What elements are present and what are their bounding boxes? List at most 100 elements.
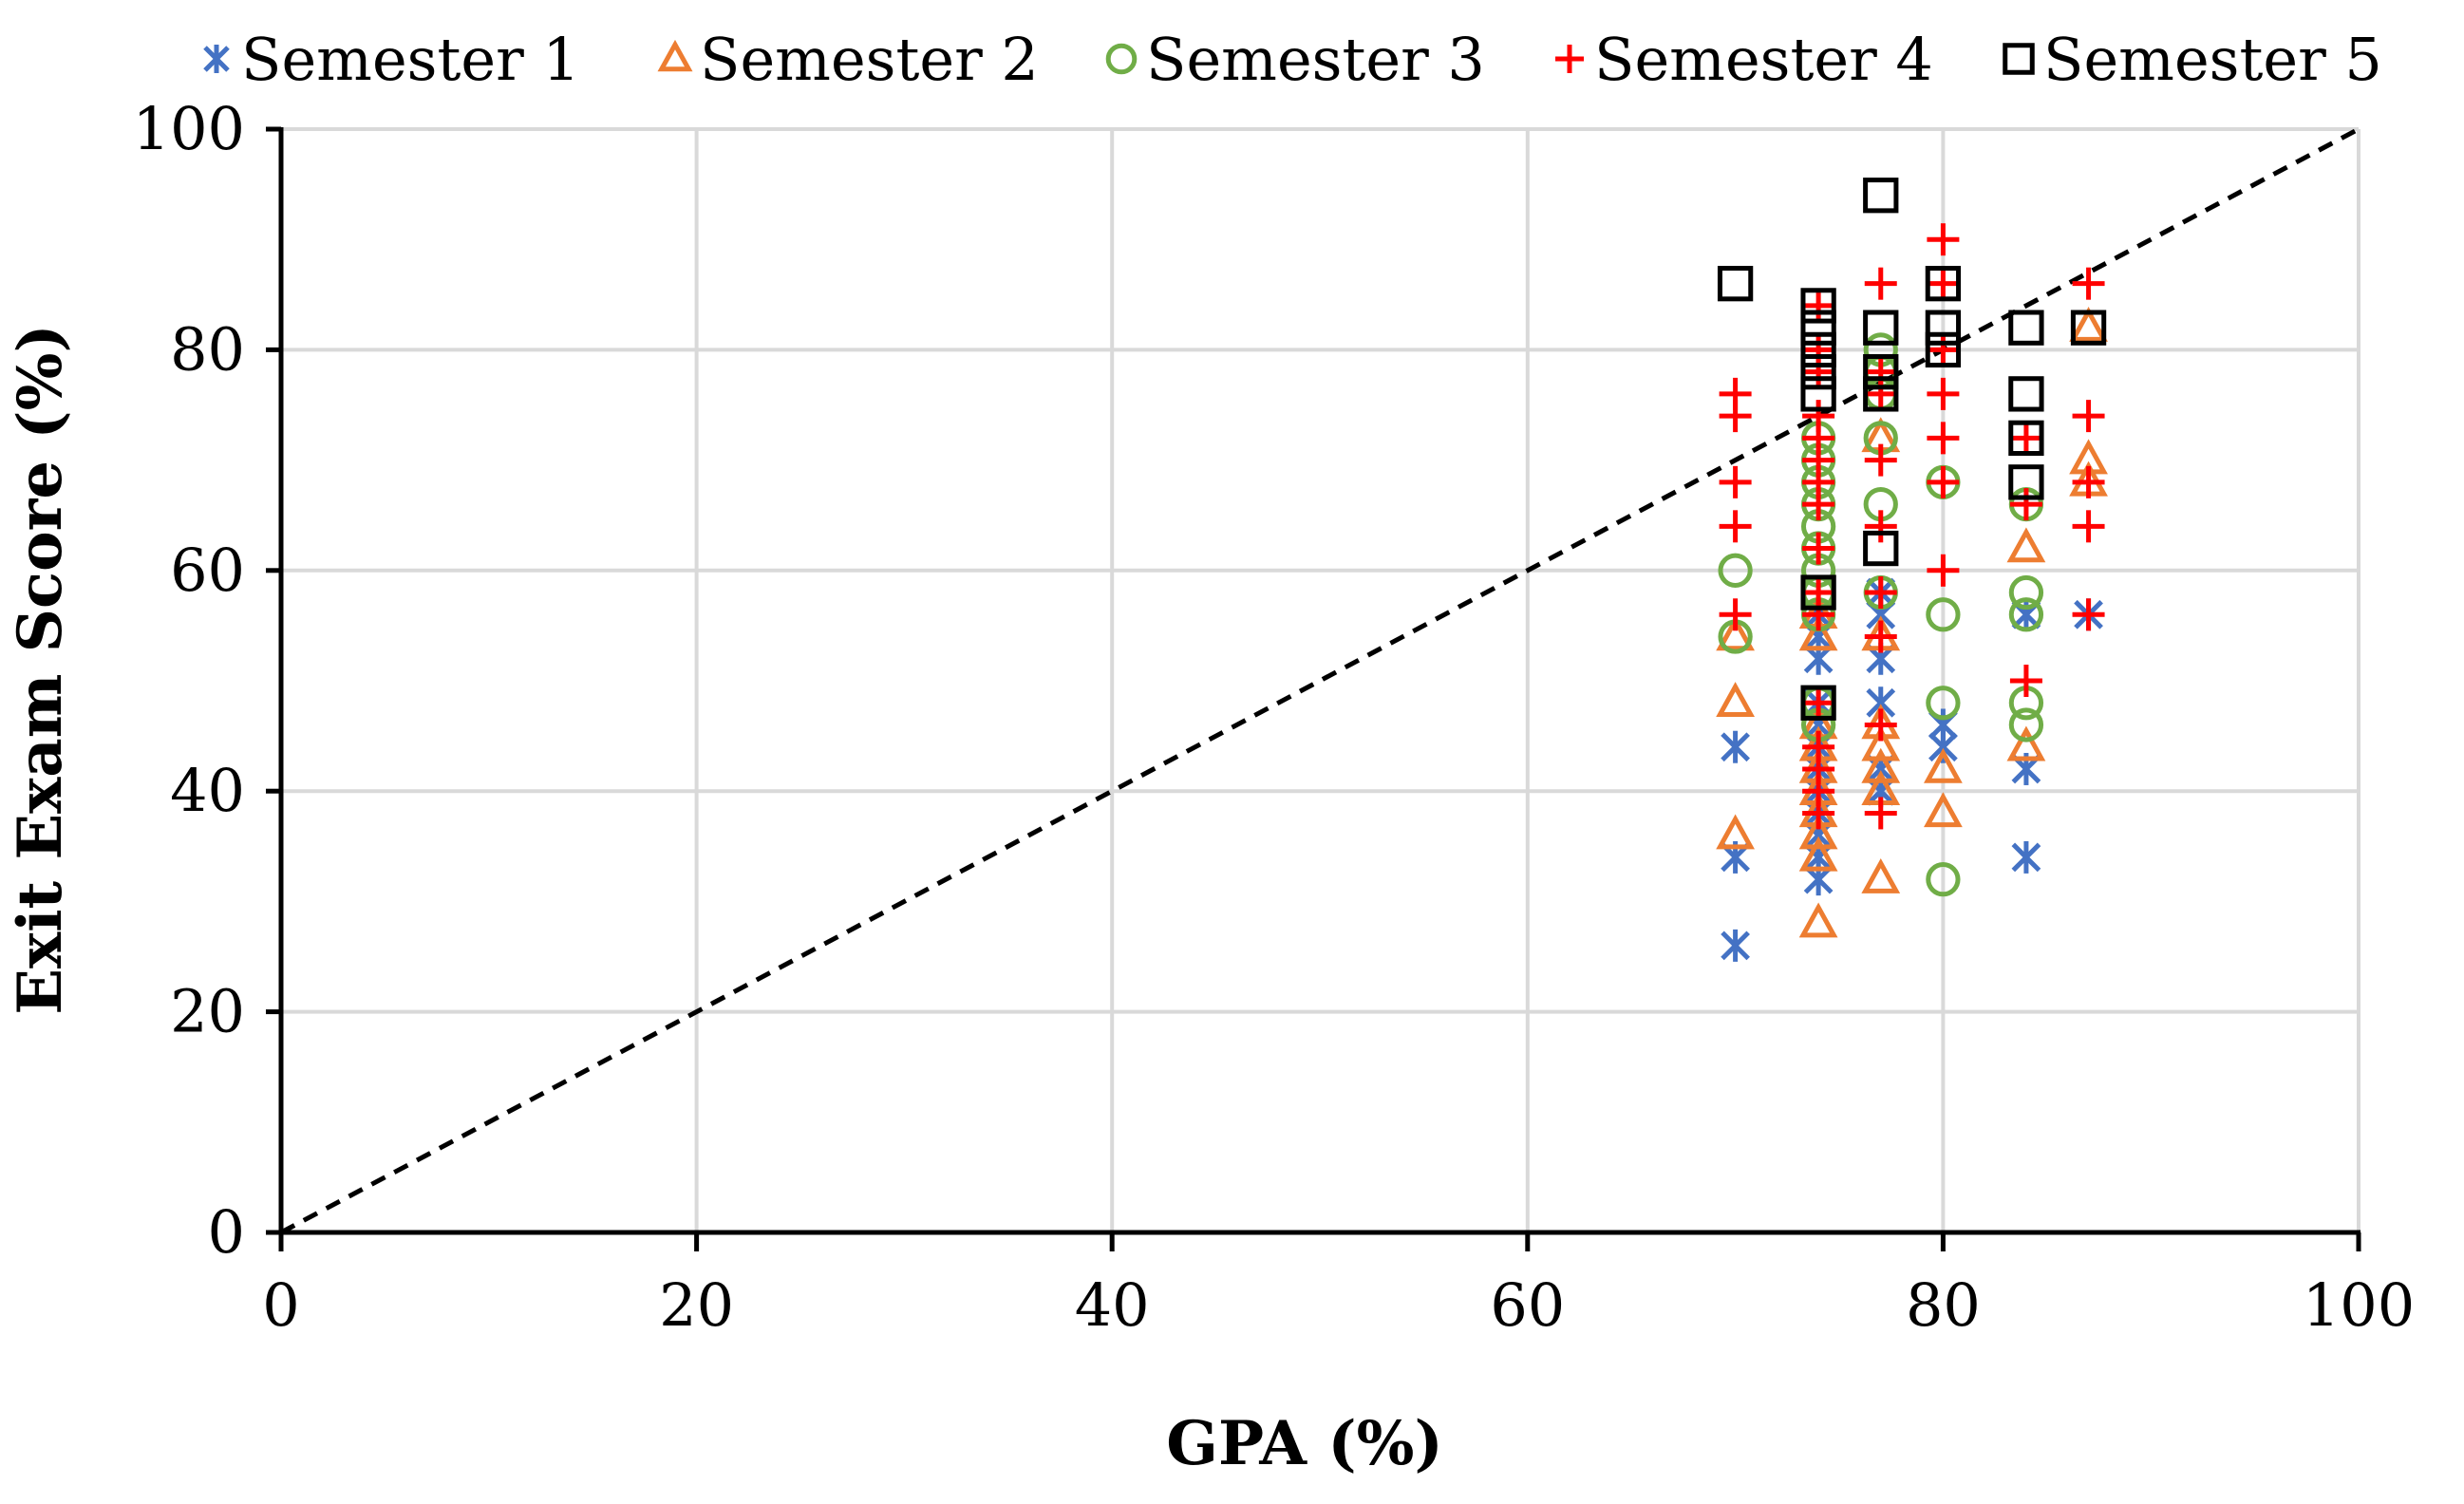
point-s4-30 (1927, 554, 1960, 587)
point-s3-26 (2008, 574, 2044, 611)
point-s4-44 (2072, 267, 2105, 300)
point-s4-26 (1864, 443, 1897, 477)
series-1 (1721, 576, 2103, 962)
point-s4-28 (1864, 355, 1897, 388)
legend-marker-1 (203, 45, 230, 73)
point-s4-36 (1927, 223, 1960, 256)
point-s3-21 (1926, 597, 1961, 632)
legend-marker-2 (657, 39, 693, 72)
grid-lines (281, 127, 2361, 1232)
point-s5-8 (1863, 530, 1899, 567)
point-s2-0 (1716, 814, 1755, 850)
point-s4-40 (2072, 598, 2105, 631)
point-s4-8 (1802, 730, 1835, 763)
x-tick-label-5: 100 (2303, 1270, 2415, 1340)
point-s4-34 (1927, 333, 1960, 367)
legend-label-3: Semester 3 (1146, 25, 1485, 94)
point-s2-5 (1798, 814, 1838, 850)
point-s4-21 (1864, 797, 1897, 830)
point-s4-2 (1719, 465, 1752, 498)
point-s2-2 (1716, 615, 1755, 651)
point-s2-1 (1716, 682, 1755, 717)
point-s2-22 (2006, 725, 2046, 761)
point-s5-16 (2008, 464, 2044, 500)
legend-label-2: Semester 2 (700, 25, 1039, 94)
point-s2-20 (1924, 792, 1963, 828)
y-tick-label-4: 80 (170, 314, 245, 384)
point-s5-19 (2008, 310, 2044, 346)
x-tick-label-2: 40 (1075, 1270, 1150, 1340)
point-s5-1 (1800, 685, 1836, 721)
point-s5-0 (1717, 266, 1754, 302)
series-5 (1717, 178, 2107, 721)
axes (266, 126, 2361, 1251)
point-s4-39 (2009, 422, 2042, 455)
y-tick-label-2: 40 (170, 756, 245, 825)
point-s3-23 (2008, 707, 2044, 743)
point-s3-19 (1926, 862, 1961, 897)
point-s5-18 (2008, 376, 2044, 412)
point-s4-35 (1927, 267, 1960, 300)
legend-item-5: Semester 5 (2003, 25, 2382, 94)
data-points (1716, 178, 2108, 962)
point-s5-12 (1863, 178, 1899, 214)
legend-item-2: Semester 2 (657, 25, 1039, 94)
point-s4-29 (1864, 267, 1897, 300)
point-s5-11 (1863, 310, 1899, 346)
point-s3-1 (1718, 553, 1753, 588)
point-s4-19 (1802, 333, 1835, 367)
point-s5-6 (1800, 310, 1836, 346)
point-s1-23 (2011, 840, 2041, 874)
point-s5-17 (2008, 420, 2044, 457)
point-s2-16 (1861, 725, 1901, 761)
point-s5-10 (1863, 353, 1899, 390)
legend: Semester 1 Semester 2 Semester 3 Semester 4… (203, 25, 2382, 94)
point-s4-37 (2009, 665, 2042, 697)
reference-line (279, 126, 2361, 1235)
legend-marker-5 (2003, 43, 2035, 75)
reference-line-group (279, 126, 2361, 1235)
point-s5-14 (1925, 310, 1962, 346)
point-s4-9 (1802, 686, 1835, 720)
point-s2-13 (1861, 857, 1901, 893)
point-s5-7 (1800, 288, 1836, 324)
point-s4-41 (2072, 510, 2105, 543)
point-s4-38 (2009, 488, 2042, 521)
series-4 (1719, 223, 2105, 830)
point-s4-22 (1864, 708, 1897, 742)
point-s5-13 (1925, 331, 1962, 368)
point-s4-0 (1719, 598, 1752, 631)
x-tick-label-0: 0 (262, 1270, 299, 1340)
legend-label-4: Semester 4 (1594, 25, 1933, 94)
point-s5-3 (1800, 376, 1836, 412)
point-s2-3 (1798, 902, 1838, 938)
legend-item-3: Semester 3 (1105, 25, 1485, 94)
point-s3-25 (2008, 597, 2044, 632)
x-tick-label-1: 20 (659, 1270, 734, 1340)
point-s4-4 (1719, 377, 1752, 410)
point-s5-4 (1800, 353, 1836, 390)
legend-marker-3 (1105, 43, 1138, 75)
y-tick-label-3: 60 (170, 536, 245, 605)
point-s4-23 (1864, 620, 1897, 653)
point-s2-21 (1924, 747, 1963, 783)
y-tick-label-5: 100 (133, 94, 245, 163)
legend-marker-4 (1555, 45, 1584, 73)
tick-labels: 0 20 40 60 80 100 0 20 40 60 80 100 (133, 94, 2416, 1340)
point-s4-31 (1927, 465, 1960, 498)
point-s4-43 (2072, 400, 2105, 433)
series-2 (1716, 306, 2108, 938)
legend-label-1: Semester 1 (241, 25, 580, 94)
point-s2-15 (1861, 747, 1901, 783)
x-axis-title: GPA (%) (1166, 1408, 1442, 1479)
point-s5-5 (1800, 331, 1836, 368)
point-s4-17 (1802, 400, 1835, 433)
point-s4-11 (1802, 576, 1835, 610)
point-s4-33 (1927, 377, 1960, 410)
point-s4-20 (1802, 289, 1835, 322)
x-tick-label-4: 80 (1906, 1270, 1981, 1340)
legend-label-5: Semester 5 (2043, 25, 2382, 94)
x-tick-label-3: 60 (1490, 1270, 1565, 1340)
point-s2-11 (1798, 615, 1838, 651)
